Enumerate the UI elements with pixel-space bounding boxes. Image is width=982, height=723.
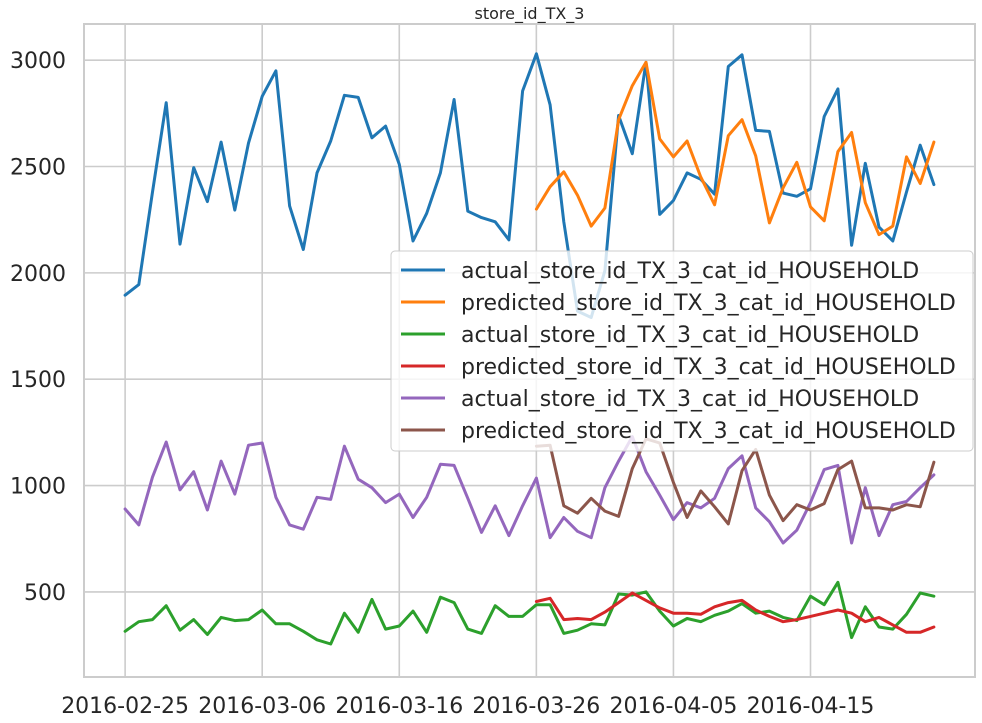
series-line-1 bbox=[123, 52, 936, 319]
x-tick-label: 2016-04-15 bbox=[747, 694, 875, 719]
legend-label: actual_store_id_TX_3_cat_id_HOUSEHOLD bbox=[461, 323, 919, 348]
x-tick-label: 2016-03-26 bbox=[472, 694, 600, 719]
series-line-3 bbox=[123, 580, 936, 646]
y-tick-label: 3000 bbox=[10, 49, 66, 74]
y-tick-label: 2000 bbox=[10, 262, 66, 287]
x-tick-label: 2016-03-06 bbox=[198, 694, 326, 719]
y-tick-label: 2500 bbox=[10, 156, 66, 181]
legend-label: predicted_store_id_TX_3_cat_id_HOUSEHOLD bbox=[461, 419, 956, 444]
x-axis: 2016-02-25 2016-03-06 2016-03-16 2016-03-26… bbox=[61, 694, 874, 719]
y-tick-label: 1500 bbox=[10, 368, 66, 393]
legend-box bbox=[390, 250, 974, 452]
series-line-2 bbox=[534, 60, 936, 237]
legend: actual_store_id_TX_3_cat_id_HOUSEHOLDpre… bbox=[390, 250, 974, 452]
series-line-4 bbox=[534, 591, 936, 634]
legend-label: actual_store_id_TX_3_cat_id_HOUSEHOLD bbox=[461, 387, 919, 412]
x-tick-label: 2016-02-25 bbox=[61, 694, 189, 719]
series-line-6 bbox=[534, 437, 936, 526]
y-tick-label: 500 bbox=[24, 581, 66, 606]
x-tick-label: 2016-03-16 bbox=[335, 694, 463, 719]
y-axis: 500 1000 1500 2000 2500 3000 bbox=[10, 49, 66, 606]
x-tick-label: 2016-04-05 bbox=[610, 694, 738, 719]
y-tick-label: 1000 bbox=[10, 475, 66, 500]
legend-label: actual_store_id_TX_3_cat_id_HOUSEHOLD bbox=[461, 259, 919, 284]
plot-area-frame bbox=[83, 23, 976, 678]
chart-title: store_id_TX_3 bbox=[475, 4, 585, 24]
series-layer bbox=[123, 52, 936, 646]
legend-label: predicted_store_id_TX_3_cat_id_HOUSEHOLD bbox=[461, 355, 956, 380]
series-line-5 bbox=[123, 435, 936, 545]
legend-label: predicted_store_id_TX_3_cat_id_HOUSEHOLD bbox=[461, 291, 956, 316]
